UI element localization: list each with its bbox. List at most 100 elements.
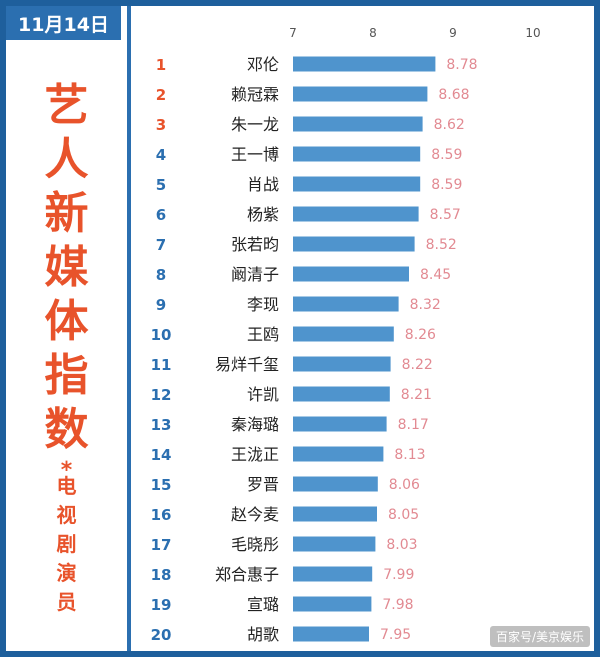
rank-label: 17 xyxy=(151,536,172,554)
title-separator: * xyxy=(60,458,73,483)
value-label: 8.62 xyxy=(434,117,465,133)
value-label: 8.21 xyxy=(401,387,432,403)
rank-label: 10 xyxy=(151,326,172,344)
artist-name-label: 肖战 xyxy=(247,175,279,194)
value-label: 7.99 xyxy=(383,567,414,583)
value-label: 8.32 xyxy=(410,297,441,313)
bar xyxy=(293,446,384,462)
value-label: 8.68 xyxy=(438,87,469,103)
value-label: 7.98 xyxy=(382,597,413,613)
artist-name-label: 杨紫 xyxy=(247,205,279,224)
bar xyxy=(293,326,394,342)
bar xyxy=(293,296,399,312)
value-label: 8.78 xyxy=(446,57,477,73)
value-label: 8.26 xyxy=(405,327,436,343)
bar xyxy=(293,626,369,642)
bar xyxy=(293,386,390,402)
subtitle-char: 剧 xyxy=(56,532,77,556)
rank-label: 4 xyxy=(156,146,166,164)
bar xyxy=(293,86,428,102)
title-char: 指 xyxy=(44,350,89,401)
title-char: 媒 xyxy=(44,242,89,293)
rank-label: 13 xyxy=(151,416,172,434)
artist-name-label: 张若昀 xyxy=(231,235,279,254)
bar xyxy=(293,476,378,492)
value-label: 8.59 xyxy=(431,177,462,193)
artist-name-label: 秦海璐 xyxy=(231,415,279,434)
sidebar-panel: 11月14日 艺人新媒体指数 * 电视剧演员 xyxy=(6,6,131,651)
vertical-subtitle: 电视剧演员 xyxy=(6,472,127,617)
value-label: 8.17 xyxy=(398,417,429,433)
watermark: 百家号/美京娱乐 xyxy=(489,626,590,647)
rank-label: 11 xyxy=(151,356,172,374)
bar xyxy=(293,56,436,72)
bar xyxy=(293,266,409,282)
value-label: 8.52 xyxy=(426,237,457,253)
value-label: 8.03 xyxy=(386,537,417,553)
subtitle-char: 视 xyxy=(56,503,77,527)
value-label: 8.06 xyxy=(389,477,420,493)
bar xyxy=(293,146,421,162)
artist-name-label: 阚清子 xyxy=(231,265,279,284)
rank-label: 6 xyxy=(156,206,166,224)
artist-name-label: 许凯 xyxy=(247,385,279,404)
rank-label: 3 xyxy=(156,116,166,134)
bar xyxy=(293,416,387,432)
value-label: 8.57 xyxy=(430,207,461,223)
subtitle-char: 电 xyxy=(56,474,77,498)
title-char: 人 xyxy=(44,134,89,185)
bar xyxy=(293,596,372,612)
subtitle-char: 演 xyxy=(56,561,77,585)
artist-name-label: 朱一龙 xyxy=(231,115,279,134)
artist-name-label: 李现 xyxy=(247,295,279,314)
value-label: 8.45 xyxy=(420,267,451,283)
bar xyxy=(293,506,377,522)
bar xyxy=(293,236,415,252)
title-char: 艺 xyxy=(44,80,89,131)
value-label: 8.59 xyxy=(431,147,462,163)
rank-label: 12 xyxy=(151,386,172,404)
rank-label: 16 xyxy=(151,506,172,524)
rank-label: 2 xyxy=(156,86,166,104)
x-tick-label: 8 xyxy=(369,26,377,40)
artist-name-label: 宣璐 xyxy=(247,595,279,614)
bar xyxy=(293,536,376,552)
x-tick-label: 10 xyxy=(525,26,540,40)
artist-name-label: 王泷正 xyxy=(231,445,279,464)
vertical-title: 艺人新媒体指数 * xyxy=(6,80,127,482)
x-tick-label: 7 xyxy=(289,26,297,40)
rank-label: 14 xyxy=(151,446,172,464)
date-badge: 11月14日 xyxy=(6,6,121,40)
subtitle-char: 员 xyxy=(56,590,77,614)
rank-label: 5 xyxy=(156,176,166,194)
title-char: 体 xyxy=(44,296,89,347)
title-char: 数 xyxy=(44,404,89,455)
bar xyxy=(293,206,419,222)
rank-label: 7 xyxy=(156,236,166,254)
artist-name-label: 赵今麦 xyxy=(231,505,279,524)
chart-card: 11月14日 艺人新媒体指数 * 电视剧演员 7 8 9 10 1 邓伦 8.78 2 赖冠霖 8.… xyxy=(6,6,594,651)
rank-label: 15 xyxy=(151,476,172,494)
artist-name-label: 罗晋 xyxy=(247,475,279,494)
artist-name-label: 胡歌 xyxy=(247,625,279,644)
bar xyxy=(293,176,421,192)
bar xyxy=(293,116,423,132)
x-tick-label: 9 xyxy=(449,26,457,40)
artist-name-label: 邓伦 xyxy=(247,55,279,74)
artist-name-label: 赖冠霖 xyxy=(231,85,279,104)
value-label: 8.22 xyxy=(402,357,433,373)
value-label: 8.13 xyxy=(394,447,425,463)
rank-label: 18 xyxy=(151,566,172,584)
rank-label: 9 xyxy=(156,296,166,314)
bar xyxy=(293,566,373,582)
artist-name-label: 易烊千玺 xyxy=(215,355,279,374)
value-label: 8.05 xyxy=(388,507,419,523)
ranking-bar-chart: 7 8 9 10 1 邓伦 8.78 2 赖冠霖 8.68 3 朱一龙 8.62 4 王一博 8.59 5 肖战 8… xyxy=(151,26,541,644)
artist-name-label: 王鸥 xyxy=(247,325,279,344)
artist-name-label: 郑合惠子 xyxy=(215,565,279,584)
bar xyxy=(293,356,391,372)
rank-label: 20 xyxy=(151,626,172,644)
rank-label: 1 xyxy=(156,56,166,74)
rank-label: 19 xyxy=(151,596,172,614)
value-label: 7.95 xyxy=(380,627,411,643)
